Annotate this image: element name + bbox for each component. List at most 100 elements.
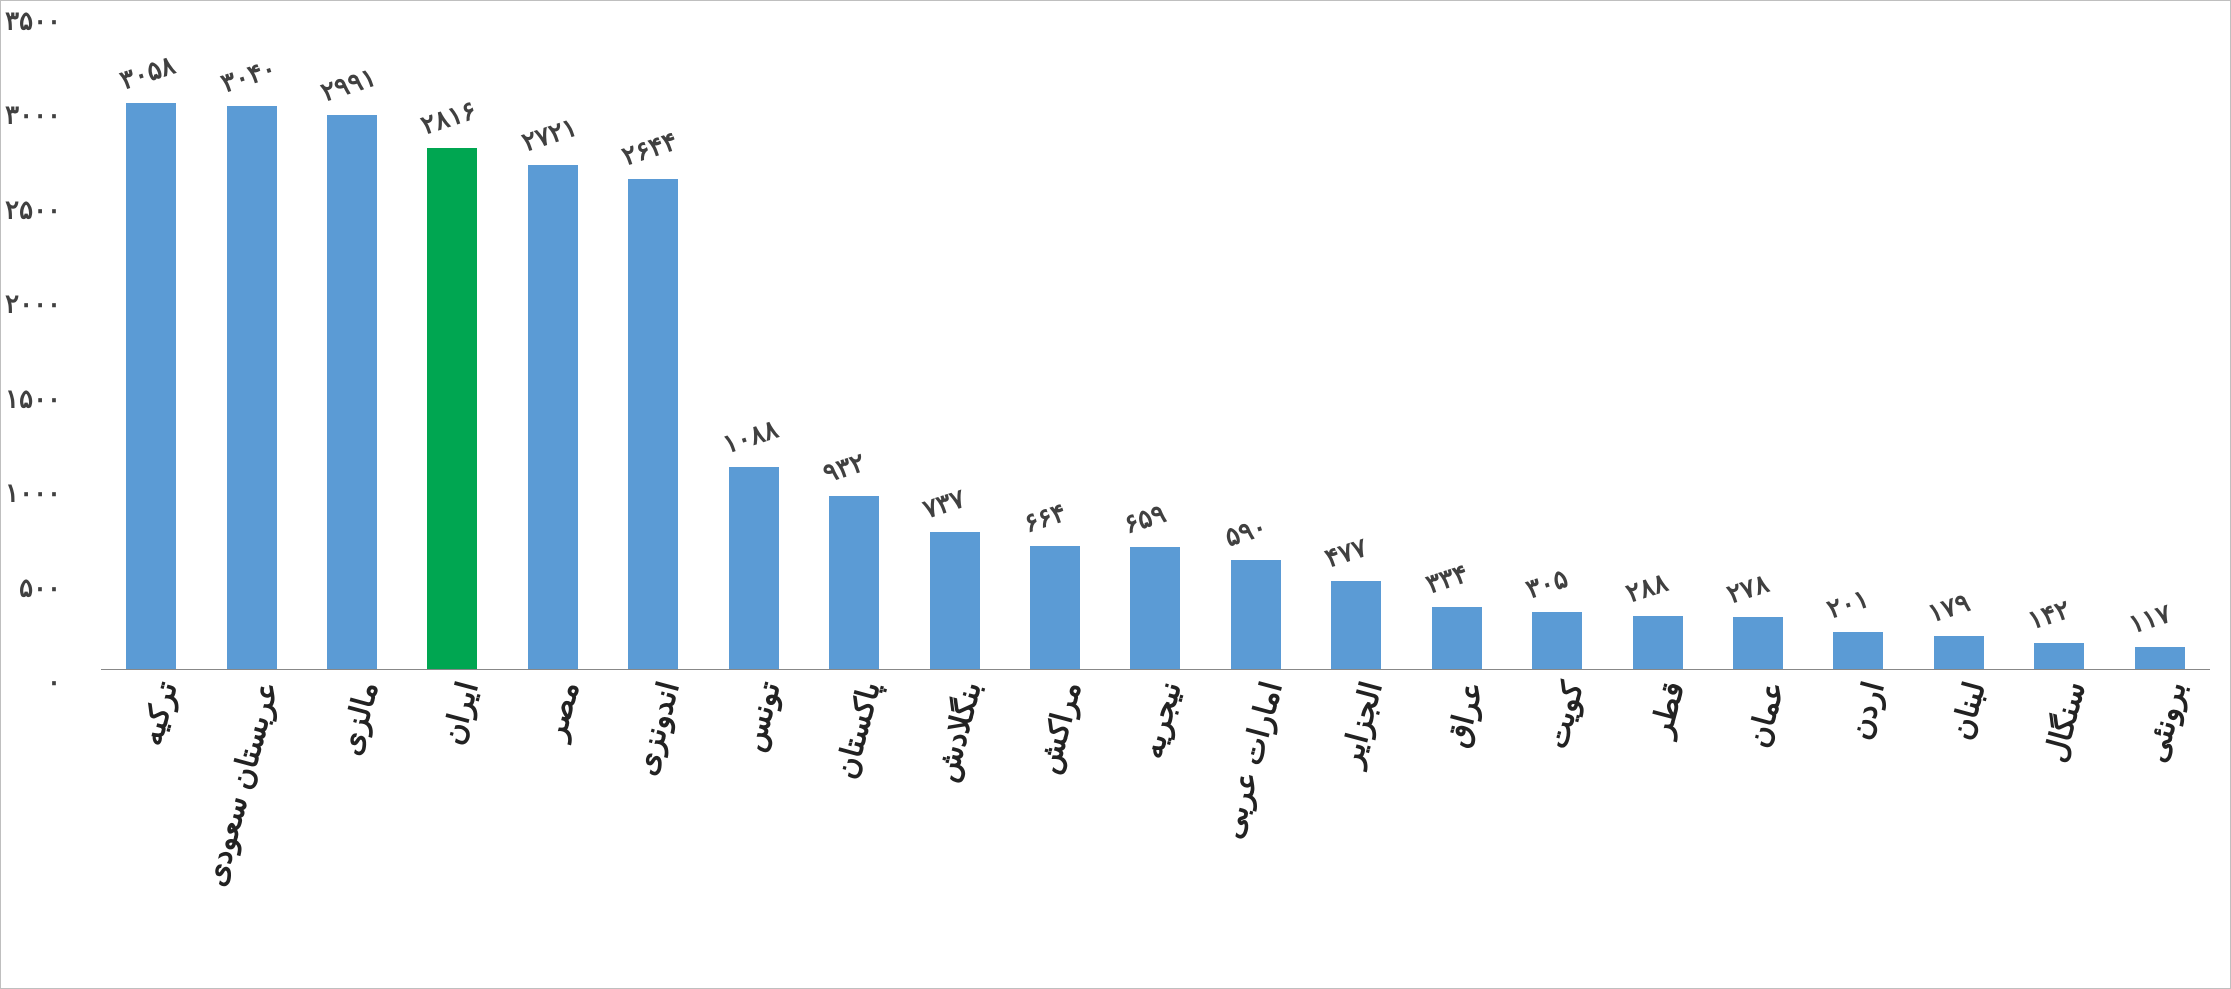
x-axis-category-label: اردن [1843, 678, 1892, 743]
bar [1130, 547, 1180, 669]
x-axis-category-label: سنگال [2038, 678, 2093, 766]
bar [829, 496, 879, 669]
x-label-slot: ترکیه [101, 670, 201, 969]
y-tick: ۳۵۰۰ [5, 6, 61, 37]
bar-slot: ۵۹۰ [1206, 21, 1306, 669]
x-label-slot: ایران [402, 670, 502, 969]
y-tick: ۲۵۰۰ [5, 194, 61, 225]
bar-slot: ۱۴۲ [2009, 21, 2109, 669]
x-label-slot: قطر [1607, 670, 1707, 969]
bar [1532, 612, 1582, 668]
bar-value-label: ۲۷۸ [1723, 568, 1772, 610]
bar-value-label: ۶۵۹ [1121, 498, 1170, 540]
bar-slot: ۶۵۹ [1105, 21, 1205, 669]
bar-value-label: ۲۸۸ [1623, 566, 1672, 608]
bar-value-label: ۹۳۲ [819, 447, 868, 489]
y-tick: ۵۰۰ [19, 572, 61, 603]
x-axis-category-label: برونئی [2138, 678, 2193, 766]
bar [2034, 643, 2084, 669]
bar [1833, 632, 1883, 669]
bar [1231, 560, 1281, 669]
bar-slot: ۲۰۱ [1808, 21, 1908, 669]
bar [327, 115, 377, 669]
x-label-slot: مراکش [1005, 670, 1105, 969]
x-label-slot: عمان [1708, 670, 1808, 969]
bar-slot: ۲۹۹۱ [302, 21, 402, 669]
x-axis-category-label: بنگلادش [928, 678, 988, 785]
bar-value-label: ۲۷۲۱ [518, 112, 581, 159]
x-label-slot: عراق [1406, 670, 1506, 969]
bar-slot: ۶۶۴ [1005, 21, 1105, 669]
x-axis-category-label: عمان [1741, 678, 1792, 751]
bar [930, 532, 980, 668]
x-label-slot: سنگال [2009, 670, 2109, 969]
bar-slot: ۲۸۱۶ [402, 21, 502, 669]
bar-value-label: ۲۹۹۱ [317, 62, 380, 109]
x-label-slot: اردن [1808, 670, 1908, 969]
bar [628, 179, 678, 668]
bar-value-label: ۵۹۰ [1221, 510, 1270, 552]
bar-slot: ۹۳۲ [804, 21, 904, 669]
bar [227, 106, 277, 669]
bar-value-label: ۲۶۴۴ [618, 126, 681, 173]
bar [427, 148, 477, 669]
x-axis-category-label: الجزایر [1334, 678, 1390, 771]
x-axis-category-label: تونس [735, 678, 787, 755]
x-axis-category-label: لبنان [1944, 678, 1993, 743]
bar-chart-container: ۰ ۵۰۰ ۱۰۰۰ ۱۵۰۰ ۲۰۰۰ ۲۵۰۰ ۳۰۰۰ ۳۵۰۰ ۳۰۵۸ ۳۰۴۰ ۲۹۹… [0, 0, 2231, 989]
bar [528, 165, 578, 669]
bars-row: ۳۰۵۸ ۳۰۴۰ ۲۹۹۱ ۲۸۱۶ ۲۷۲۱ ۲۶۴۴ ۱۰۸۸ ۹۳۲ ۷۳۷ ۶۶۴ ۶۵۹… [101, 21, 2210, 669]
bar-slot: ۲۶۴۴ [603, 21, 703, 669]
x-axis-category-label: کویت [1540, 678, 1591, 752]
x-axis-category-label: قطر [1643, 678, 1691, 741]
x-axis-category-label: امارات عربی [1214, 678, 1289, 842]
bar-value-label: ۳۰۵۸ [116, 49, 179, 96]
bar [1934, 636, 1984, 669]
bar-value-label: ۱۴۲ [2024, 593, 2073, 635]
bar-slot: ۳۰۵۸ [101, 21, 201, 669]
bar-slot: ۳۰۴۰ [201, 21, 301, 669]
x-axis-category-label: مالزی [333, 678, 386, 759]
x-axis-category-label: مصر [538, 678, 587, 744]
bar-slot: ۳۰۵ [1507, 21, 1607, 669]
bar-slot: ۷۳۷ [904, 21, 1004, 669]
x-label-slot: پاکستان [804, 670, 904, 969]
bar-slot: ۳۳۴ [1406, 21, 1506, 669]
bar [1432, 607, 1482, 669]
bar-value-label: ۶۶۴ [1020, 497, 1069, 539]
bar [126, 103, 176, 669]
x-axis-category-label: ایران [436, 678, 486, 749]
x-label-slot: برونئی [2109, 670, 2209, 969]
bar [2135, 647, 2185, 669]
bar-slot: ۱۰۸۸ [704, 21, 804, 669]
x-label-slot: بنگلادش [904, 670, 1004, 969]
bar-value-label: ۳۳۴ [1422, 558, 1471, 600]
y-tick: ۳۰۰۰ [5, 100, 61, 131]
bar [1030, 546, 1080, 669]
x-axis-category-label: پاکستان [829, 678, 888, 782]
bar-value-label: ۱۰۸۸ [719, 414, 782, 461]
x-axis-labels: ترکیهعربستان سعودیمالزیایرانمصراندونزیتو… [101, 670, 2210, 969]
x-axis-category-label: مراکش [1031, 678, 1089, 777]
x-label-slot: نیجریه [1105, 670, 1205, 969]
bar-value-label: ۷۳۷ [920, 483, 969, 525]
x-axis-category-label: اندونزی [629, 678, 687, 779]
y-tick: ۱۰۰۰ [5, 478, 61, 509]
bar-value-label: ۴۷۷ [1321, 531, 1370, 573]
y-tick: ۱۵۰۰ [5, 383, 61, 414]
x-label-slot: عربستان سعودی [201, 670, 301, 969]
bar-slot: ۱۱۷ [2109, 21, 2209, 669]
bar-value-label: ۲۰۱ [1823, 582, 1872, 624]
bar-slot: ۲۷۲۱ [503, 21, 603, 669]
x-axis-category-label: نیجریه [1135, 678, 1189, 762]
x-axis-category-label: ترکیه [135, 678, 185, 749]
bar-value-label: ۳۰۵ [1522, 563, 1571, 605]
x-label-slot: الجزایر [1306, 670, 1406, 969]
y-tick: ۲۰۰۰ [5, 289, 61, 320]
bar-slot: ۴۷۷ [1306, 21, 1406, 669]
x-axis-category-label: عربستان سعودی [197, 678, 285, 890]
y-tick: ۰ [47, 667, 61, 698]
x-label-slot: اندونزی [603, 670, 703, 969]
bar [1633, 616, 1683, 669]
bar [1733, 617, 1783, 668]
